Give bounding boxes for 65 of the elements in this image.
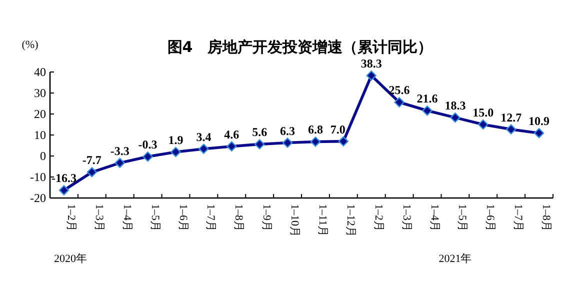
x-tick-label: 1–6月 <box>176 204 189 232</box>
x-tick-label: 1–8月 <box>232 204 245 232</box>
x-tick-label: 1–3月 <box>92 204 105 232</box>
x-tick-label: 1–10月 <box>288 204 301 237</box>
data-label: -16.3 <box>51 171 76 186</box>
point <box>422 106 432 116</box>
point <box>254 139 265 150</box>
text: 2020年 <box>54 253 87 265</box>
point <box>58 185 70 196</box>
point <box>282 138 293 148</box>
x-tick-label: 1–5月 <box>148 204 161 232</box>
y-tick-label: 30 <box>34 86 46 100</box>
data-label: 1.9 <box>168 133 184 148</box>
point <box>478 119 488 130</box>
point <box>534 128 544 138</box>
y-tick-label: -20 <box>30 191 46 205</box>
point <box>394 97 404 108</box>
data-label: -0.3 <box>138 138 158 152</box>
point <box>450 112 460 123</box>
x-tick-label: 1–2月 <box>64 204 77 232</box>
x-tick-label: 1–8月 <box>540 204 552 232</box>
point <box>86 167 98 178</box>
y-axis-title: (%) <box>22 39 39 51</box>
x-tick-label: 1–11月 <box>316 204 328 237</box>
data-label: 7.0 <box>330 122 346 136</box>
point <box>366 70 376 81</box>
point <box>142 152 153 162</box>
y-tick-label: 40 <box>34 65 46 79</box>
data-label: 25.6 <box>388 83 410 98</box>
point <box>114 158 125 168</box>
data-label: 10.9 <box>528 114 550 128</box>
data-label: 6.8 <box>308 122 323 137</box>
y-tick-label: 20 <box>34 107 46 121</box>
point <box>226 141 237 152</box>
x-tick-label: 1–7月 <box>512 204 524 232</box>
data-label: 3.4 <box>196 130 212 144</box>
chart-title: 图4 房地产开发投资增速（累计同比） <box>167 38 433 56</box>
text: 2021年 <box>438 253 472 265</box>
x-tick-label: 1–2月 <box>372 204 384 232</box>
x-tick-label: 1–3月 <box>400 204 412 232</box>
data-label: 21.6 <box>416 92 438 106</box>
x-tick-label: 1–4月 <box>428 204 440 232</box>
data-label: 15.0 <box>472 106 494 120</box>
data-label: 4.6 <box>224 127 240 142</box>
data-label: 5.6 <box>252 125 268 140</box>
data-label: 38.3 <box>360 56 382 71</box>
x-tick-label: 1–5月 <box>456 204 468 232</box>
data-label: 12.7 <box>500 110 522 124</box>
data-label: 18.3 <box>444 98 466 113</box>
y-tick-label: 10 <box>34 128 46 142</box>
point <box>338 136 349 146</box>
x-tick-label: 1–6月 <box>484 204 496 232</box>
data-label: -3.3 <box>110 144 130 158</box>
point <box>506 124 516 134</box>
x-tick-label: 1–9月 <box>260 204 273 232</box>
x-tick-label: 1–12月 <box>344 204 356 237</box>
data-label: 6.3 <box>280 124 296 138</box>
x-tick-label: 1–7月 <box>204 204 217 232</box>
point <box>310 136 321 147</box>
y-tick-label: 0 <box>40 149 46 163</box>
y-tick-label: -10 <box>30 170 46 184</box>
data-label: -7.7 <box>82 153 102 168</box>
point <box>198 144 209 154</box>
x-tick-label: 1–4月 <box>120 204 133 232</box>
point <box>170 146 181 158</box>
